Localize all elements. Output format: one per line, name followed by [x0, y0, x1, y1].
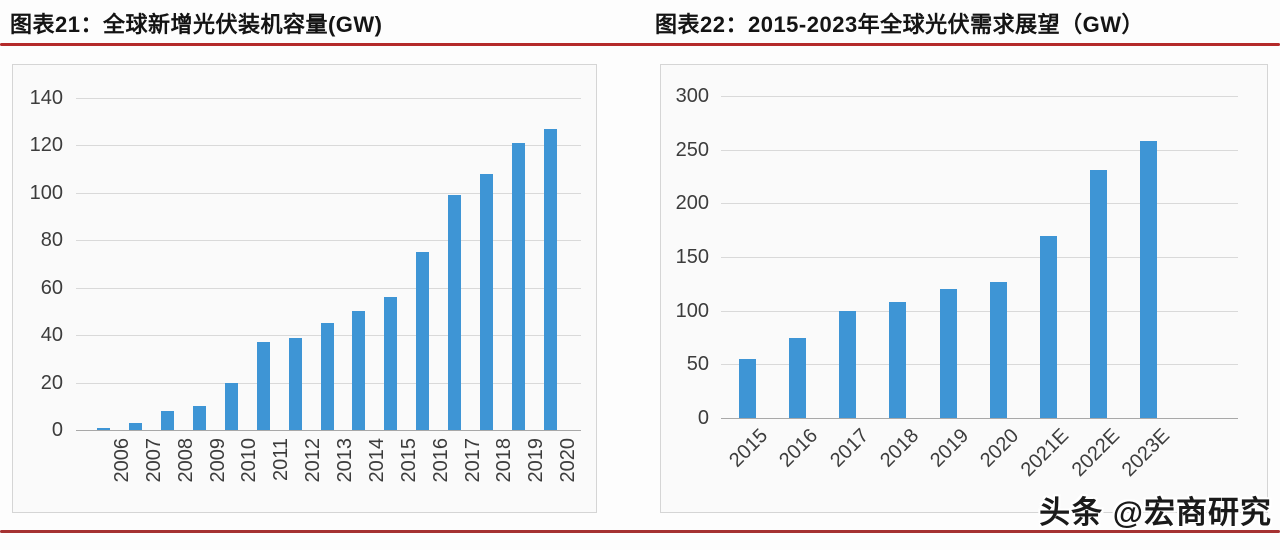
y-tick-label: 250 — [675, 138, 709, 161]
gridline — [76, 287, 581, 289]
bar-2019 — [511, 143, 525, 430]
y-tick-label: 150 — [675, 246, 709, 268]
gridline — [721, 257, 1238, 258]
y-tick-label: 300 — [675, 85, 709, 107]
x-tick-label: 2019 — [525, 438, 548, 483]
chart-title-right: 图表22：2015-2023年全球光伏需求展望（GW） — [655, 12, 1145, 37]
chart-right-plot-area: 50 100 150 200 250 300 0 2015 2016 2017 2018 2019 20… — [660, 64, 1268, 513]
x-tick-label: 2013 — [334, 438, 356, 483]
x-tick-label: 2014 — [365, 438, 388, 483]
x-tick-label: 2018 — [493, 438, 516, 483]
chart-title-left: 图表21：全球新增光伏装机容量(GW) — [10, 12, 383, 37]
gridline — [76, 192, 581, 194]
bar-2021E — [1039, 235, 1057, 418]
x-tick-label: 2009 — [206, 438, 229, 483]
gridline — [721, 96, 1238, 97]
y-tick-label: 100 — [675, 299, 709, 322]
x-axis-line — [76, 430, 581, 431]
bar-2022E — [1090, 170, 1108, 418]
y-tick-label: 100 — [29, 181, 63, 204]
bar-2007 — [129, 422, 143, 430]
x-tick-label: 2017 — [461, 438, 484, 483]
gridline — [721, 149, 1238, 151]
bar-2019 — [939, 289, 957, 418]
y-tick-label: 40 — [40, 324, 63, 347]
x-tick-label: 2012 — [302, 438, 325, 483]
y-tick-label: 200 — [675, 192, 709, 215]
chart-left-plot-area: 20 40 60 80 100 120 140 0 2006 2007 2008 2009 2010 20… — [12, 64, 597, 513]
x-tick-label: 2010 — [238, 438, 261, 483]
gridline — [721, 203, 1238, 205]
bar-2020 — [543, 128, 557, 430]
x-tick-label: 2020 — [557, 438, 580, 483]
gridline — [721, 364, 1238, 366]
x-tick-label: 2011 — [270, 438, 293, 482]
top-divider — [0, 43, 1280, 46]
bar-2008 — [161, 411, 175, 430]
x-tick-label: 2016 — [429, 438, 452, 483]
gridline — [76, 240, 581, 242]
x-tick-label: 2015 — [397, 438, 420, 483]
bar-2013 — [320, 323, 334, 430]
x-tick-label: 2006 — [110, 438, 133, 483]
x-axis-line — [721, 418, 1238, 419]
gridline — [721, 310, 1238, 312]
bar-2016 — [416, 252, 430, 430]
bar-2017 — [839, 310, 857, 418]
gridline — [76, 145, 581, 147]
bar-2015 — [384, 297, 398, 430]
bar-2012 — [288, 337, 302, 430]
bar-2020 — [989, 281, 1007, 418]
x-tick-label: 2008 — [174, 438, 197, 483]
bar-2023E — [1140, 141, 1158, 418]
bar-2011 — [256, 342, 270, 430]
watermark: 头条 @宏商研究 — [1039, 495, 1272, 530]
gridline — [76, 98, 581, 99]
bar-2016 — [788, 337, 806, 418]
y-tick-label: 20 — [40, 371, 63, 394]
bar-2018 — [889, 302, 907, 418]
bar-2015 — [738, 359, 756, 418]
y-tick-label: 120 — [29, 134, 63, 157]
y-tick-label: 140 — [29, 87, 63, 109]
bar-2006 — [97, 427, 111, 430]
y-tick-label: 80 — [40, 229, 63, 252]
x-tick-label: 2007 — [142, 438, 165, 483]
bar-2017 — [448, 195, 461, 430]
bar-2010 — [224, 382, 238, 430]
y-tick-label: 0 — [51, 419, 63, 441]
bar-2018 — [479, 173, 493, 430]
bar-2009 — [193, 406, 206, 430]
y-tick-label: 0 — [697, 407, 709, 429]
y-tick-label: 50 — [686, 353, 709, 376]
y-tick-label: 60 — [40, 276, 63, 299]
bar-2014 — [352, 311, 366, 430]
bottom-divider — [0, 530, 1280, 533]
